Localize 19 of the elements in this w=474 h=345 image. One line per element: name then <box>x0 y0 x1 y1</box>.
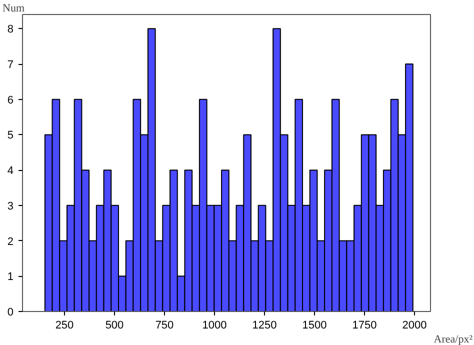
y-axis-title: Num <box>2 2 25 14</box>
y-tick-label: 3 <box>7 200 14 212</box>
y-tick-label: 1 <box>7 271 14 284</box>
x-tick-label: 2000 <box>402 320 427 332</box>
x-tick-label: 1750 <box>352 320 377 332</box>
y-tick-label: 5 <box>7 130 14 142</box>
y-tick-label: 8 <box>7 24 14 36</box>
x-tick-label: 1250 <box>252 320 277 332</box>
x-tick-label: 500 <box>105 320 124 332</box>
y-tick-label: 2 <box>7 236 14 248</box>
x-axis-title: Area/px² <box>434 334 474 345</box>
y-tick-label: 4 <box>7 165 14 178</box>
x-tick-label: 1500 <box>302 320 327 332</box>
y-tick-label: 7 <box>7 59 14 71</box>
y-tick-label: 6 <box>7 94 14 106</box>
x-tick-label: 1000 <box>202 320 227 332</box>
y-tick-label: 0 <box>7 306 14 318</box>
x-tick-label: 250 <box>55 320 74 332</box>
x-tick-label: 750 <box>155 320 174 332</box>
